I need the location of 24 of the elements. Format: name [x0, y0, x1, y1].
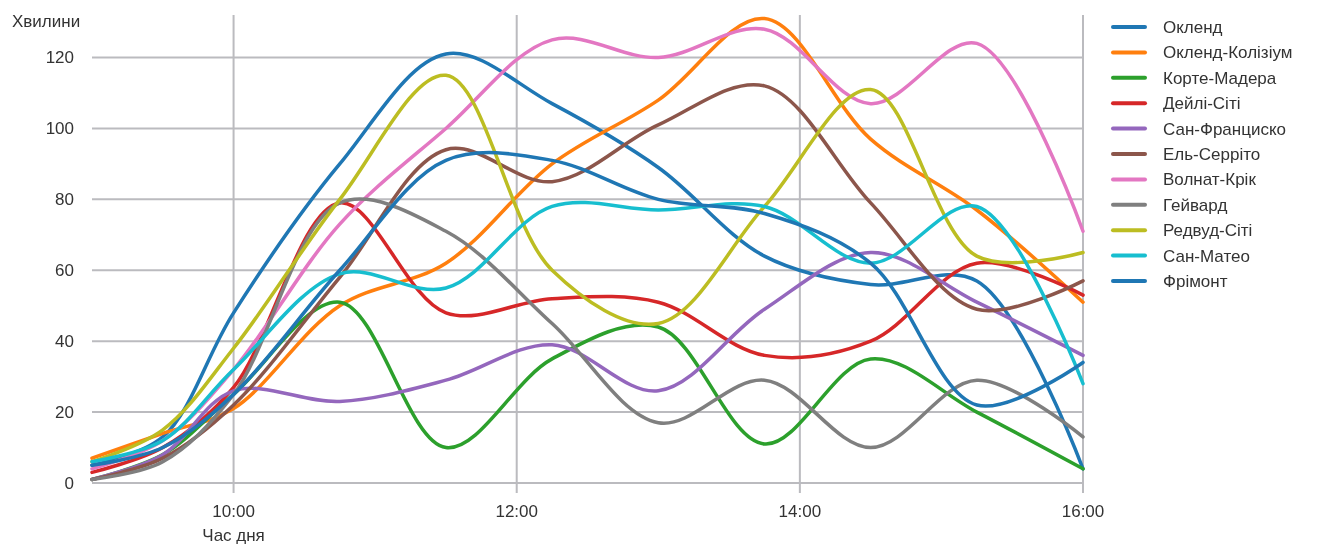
x-tick-label: 16:00	[1061, 502, 1105, 521]
x-axis-title: Час дня	[202, 526, 265, 545]
x-tick-label: 14:00	[778, 502, 822, 521]
legend-label: Сан-Франциско	[1163, 119, 1287, 139]
y-tick-label: 100	[45, 119, 74, 139]
legend-label: Волнат-Крік	[1163, 170, 1257, 190]
legend-label: Сан-Матео	[1163, 246, 1250, 266]
y-tick-label: 0	[64, 473, 74, 493]
legend-label: Ель-Серріто	[1163, 144, 1261, 164]
y-tick-label: 20	[55, 403, 74, 423]
y-tick-label: 40	[55, 332, 74, 352]
legend-label: Окленд	[1163, 17, 1223, 37]
legend-label: Корте-Мадера	[1163, 68, 1277, 88]
legend-label: Гейвард	[1163, 195, 1228, 215]
x-tick-label: 10:00	[212, 502, 255, 521]
y-axis-title: Хвилини	[12, 12, 81, 31]
y-tick-label: 60	[55, 261, 74, 281]
legend-label: Дейлі-Сіті	[1163, 94, 1241, 114]
legend-label: Редвуд-Сіті	[1163, 221, 1253, 241]
legend-label: Фрімонт	[1163, 271, 1228, 291]
y-tick-label: 120	[45, 48, 74, 68]
legend-label: Окленд-Колізіум	[1163, 43, 1293, 63]
y-tick-label: 80	[55, 190, 74, 210]
x-tick-label: 12:00	[495, 502, 538, 521]
